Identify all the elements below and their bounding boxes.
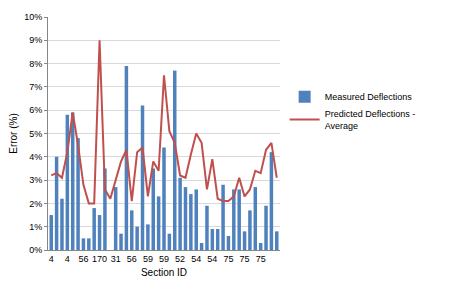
svg-text:4: 4	[65, 254, 70, 264]
svg-text:59: 59	[143, 254, 153, 264]
svg-text:2%: 2%	[29, 199, 42, 209]
svg-text:Section ID: Section ID	[141, 267, 187, 278]
svg-text:52: 52	[175, 254, 185, 264]
svg-text:5%: 5%	[29, 129, 42, 139]
svg-text:56: 56	[78, 254, 88, 264]
svg-text:4%: 4%	[29, 152, 42, 162]
svg-text:3%: 3%	[29, 175, 42, 185]
svg-text:75: 75	[256, 254, 266, 264]
svg-text:4: 4	[49, 254, 54, 264]
svg-text:1%: 1%	[29, 222, 42, 232]
svg-text:75: 75	[240, 254, 250, 264]
svg-text:31: 31	[111, 254, 121, 264]
svg-text:0%: 0%	[29, 245, 42, 255]
svg-text:6%: 6%	[29, 105, 42, 115]
svg-text:9%: 9%	[29, 35, 42, 45]
svg-text:Error (%): Error (%)	[8, 113, 19, 154]
svg-text:59: 59	[159, 254, 169, 264]
svg-text:7%: 7%	[29, 82, 42, 92]
svg-text:56: 56	[127, 254, 137, 264]
svg-text:10%: 10%	[24, 12, 42, 22]
svg-text:75: 75	[223, 254, 233, 264]
svg-text:54: 54	[207, 254, 217, 264]
svg-text:170: 170	[92, 254, 107, 264]
svg-text:Predicted Deflections -Average: Predicted Deflections -Average	[325, 109, 416, 131]
svg-text:54: 54	[191, 254, 201, 264]
svg-text:8%: 8%	[29, 59, 42, 69]
svg-text:Measured Deflections: Measured Deflections	[325, 92, 413, 102]
